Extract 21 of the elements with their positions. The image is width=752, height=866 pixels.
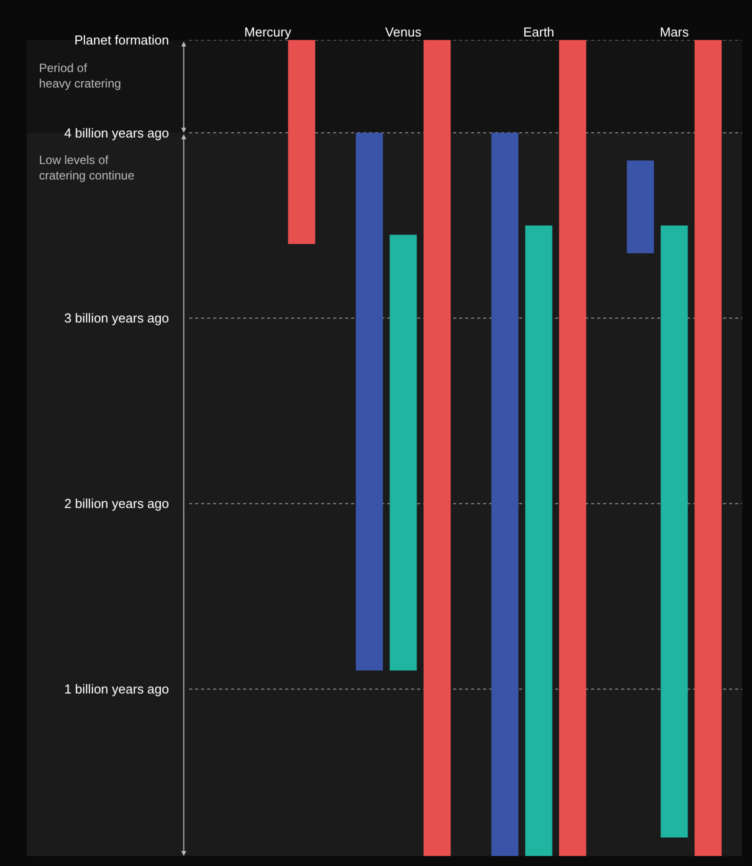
bar: [390, 234, 417, 671]
band-label: Low levels of cratering continue: [39, 153, 135, 183]
y-tick-label: 3 billion years ago: [64, 310, 169, 326]
bar: [424, 40, 451, 856]
x-tick-label: Mars: [660, 24, 690, 40]
x-tick-label: Mercury: [244, 24, 292, 40]
bar: [356, 132, 383, 671]
bar: [288, 40, 316, 244]
bar: [694, 40, 722, 856]
band-label: Period of heavy cratering: [39, 61, 122, 91]
y-tick-label: 1 billion years ago: [64, 682, 169, 697]
x-tick-label: Earth: [523, 24, 554, 40]
bar: [660, 225, 688, 838]
y-tick-label: Planet formation: [74, 32, 169, 48]
bar: [491, 132, 518, 856]
bar: [525, 225, 552, 856]
y-tick-label: 2 billion years ago: [64, 496, 169, 512]
x-tick-label: Venus: [385, 24, 422, 40]
bar: [626, 160, 654, 254]
y-tick-label: 4 billion years ago: [64, 125, 169, 140]
bar: [559, 40, 586, 856]
